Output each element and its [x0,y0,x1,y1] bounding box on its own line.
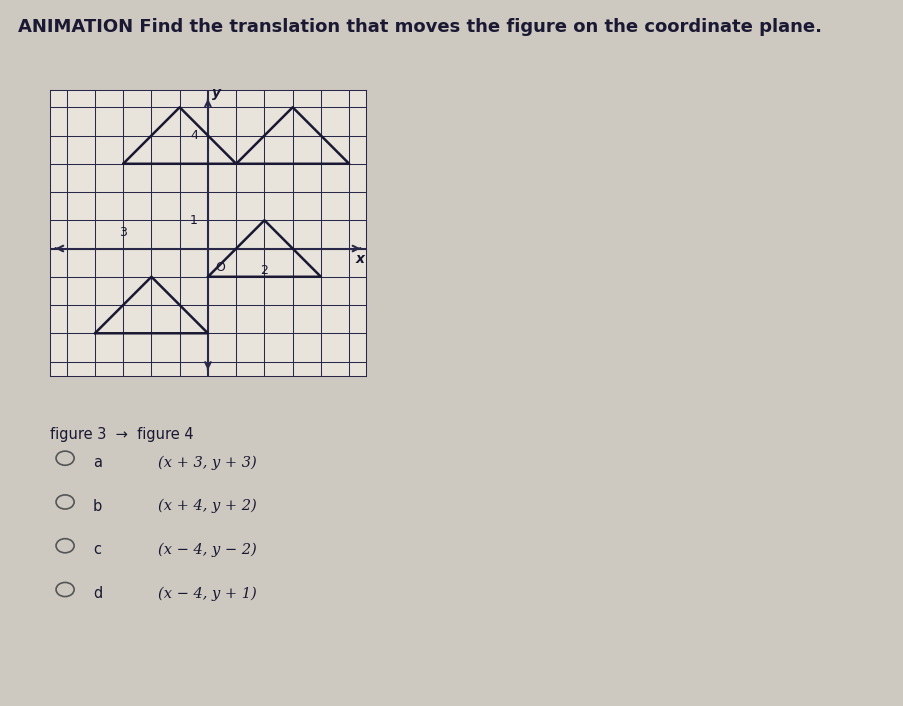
Text: 4: 4 [190,129,198,142]
Text: b: b [93,498,102,514]
Text: (x − 4, y + 1): (x − 4, y + 1) [158,587,256,601]
Text: x: x [356,251,365,265]
Text: (x + 3, y + 3): (x + 3, y + 3) [158,455,256,469]
Text: 3: 3 [119,226,127,239]
Text: (x + 4, y + 2): (x + 4, y + 2) [158,499,256,513]
Text: 2: 2 [260,264,268,277]
Text: a: a [93,455,102,470]
Text: figure 3  →  figure 4: figure 3 → figure 4 [50,427,193,442]
Text: (x − 4, y − 2): (x − 4, y − 2) [158,543,256,557]
Text: 1: 1 [190,214,198,227]
Text: O: O [215,261,225,274]
Text: c: c [93,542,101,558]
Text: y: y [211,86,220,100]
Text: ANIMATION Find the translation that moves the figure on the coordinate plane.: ANIMATION Find the translation that move… [18,18,821,35]
Text: d: d [93,586,102,602]
